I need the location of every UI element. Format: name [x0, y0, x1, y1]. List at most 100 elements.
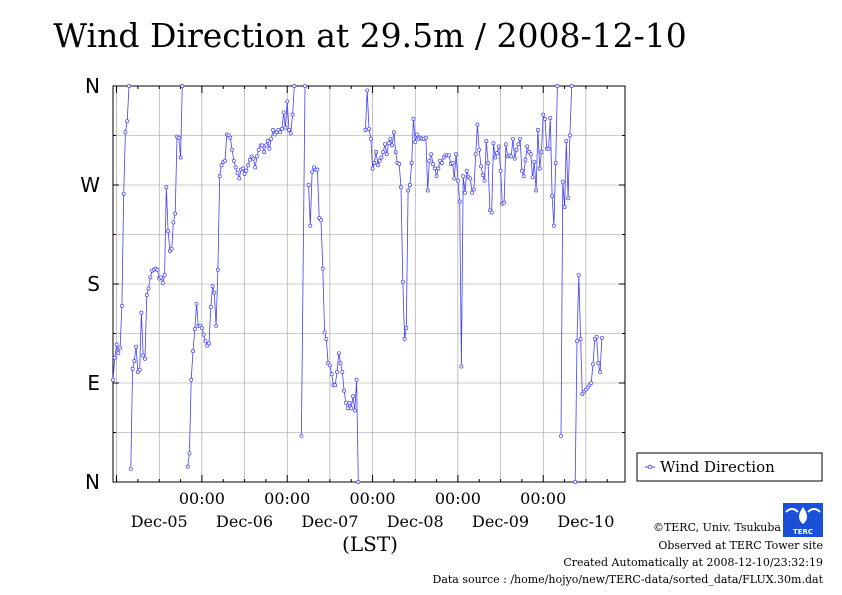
data-point	[230, 147, 235, 152]
data-point	[288, 131, 293, 136]
data-point	[343, 400, 348, 405]
data-point	[503, 142, 508, 147]
x-axis-ticks: 00:00 00:00 00:00 00:00 00:00 Dec-05 Dec-06 Dec…	[116, 86, 614, 531]
data-point	[454, 152, 459, 157]
data-point	[511, 136, 515, 141]
data-point	[564, 139, 569, 143]
data-point	[484, 139, 489, 143]
data-point	[185, 464, 190, 469]
data-point	[459, 364, 464, 369]
data-point	[363, 128, 368, 132]
data-point	[578, 337, 583, 341]
data-point	[413, 140, 418, 145]
data-point	[471, 187, 476, 192]
data-point	[345, 406, 350, 411]
data-point	[143, 356, 147, 361]
data-point	[247, 157, 252, 162]
series-segment	[574, 275, 603, 483]
data-point	[365, 88, 370, 93]
data-point	[351, 394, 355, 399]
data-point	[319, 218, 323, 223]
data-point	[178, 155, 183, 160]
data-point	[166, 229, 171, 234]
data-point	[121, 191, 126, 196]
data-point	[399, 185, 403, 190]
data-point	[473, 152, 478, 157]
data-point	[429, 152, 434, 157]
x-tick-label: 00:00	[264, 489, 310, 508]
data-point	[383, 142, 387, 147]
data-point	[349, 406, 354, 411]
data-point	[342, 388, 347, 393]
data-point	[390, 143, 395, 148]
data-point	[114, 342, 119, 347]
data-point	[306, 183, 311, 187]
data-point	[192, 327, 197, 332]
data-point	[427, 158, 432, 163]
y-tick-label: N	[85, 470, 100, 494]
data-point	[215, 267, 220, 272]
data-point	[303, 84, 307, 88]
series-segment	[308, 166, 359, 483]
data-point	[315, 167, 320, 172]
data-point	[327, 363, 332, 368]
data-point	[208, 305, 213, 310]
data-point	[400, 279, 405, 284]
data-point	[127, 84, 131, 88]
data-point	[137, 367, 142, 372]
data-point	[233, 165, 238, 170]
x-tick-label: 00:00	[179, 489, 225, 508]
data-point	[231, 158, 236, 163]
data-point	[329, 372, 334, 377]
x-date-label: Dec-06	[216, 512, 273, 531]
legend-marker-swatch	[647, 464, 653, 470]
data-point	[553, 161, 558, 165]
data-point	[235, 170, 240, 175]
data-point	[139, 310, 144, 315]
data-point	[423, 135, 428, 140]
footer-credits: ©TERC, Univ. Tsukuba Observed at TERC To…	[433, 521, 824, 586]
data-point	[402, 337, 407, 341]
data-point	[379, 155, 384, 160]
data-point	[191, 349, 195, 354]
data-point	[111, 377, 115, 382]
legend: Wind Direction	[636, 452, 823, 482]
data-point	[439, 161, 444, 165]
data-point	[340, 370, 345, 374]
data-point	[391, 130, 396, 135]
data-point	[406, 188, 411, 193]
data-point	[356, 480, 361, 484]
data-point	[278, 130, 283, 135]
data-point	[267, 146, 272, 151]
data-point	[338, 361, 343, 366]
data-point	[509, 154, 514, 159]
data-point	[386, 141, 391, 146]
data-point	[528, 152, 533, 157]
y-axis-ticks: N W S E N	[80, 74, 625, 494]
data-point	[479, 164, 483, 169]
data-point	[210, 284, 215, 289]
series-segment	[112, 85, 130, 380]
terc-logo: TERC	[783, 503, 823, 537]
data-point	[279, 126, 284, 131]
data-point	[194, 301, 199, 306]
x-date-label: Dec-07	[301, 512, 358, 531]
data-point	[347, 400, 352, 405]
data-point	[519, 168, 524, 173]
data-point	[162, 273, 167, 278]
data-point	[551, 223, 556, 228]
data-point	[598, 370, 603, 374]
data-point	[567, 133, 572, 138]
data-point	[169, 246, 174, 251]
data-point	[223, 158, 227, 163]
x-date-label: Dec-09	[472, 512, 529, 531]
data-point	[159, 275, 163, 280]
data-point	[372, 161, 377, 165]
data-point	[518, 136, 523, 141]
x-tick-label: 00:00	[350, 489, 396, 508]
data-point	[514, 147, 519, 152]
data-point	[452, 176, 457, 181]
data-point	[523, 157, 528, 162]
series-segment	[301, 85, 306, 436]
